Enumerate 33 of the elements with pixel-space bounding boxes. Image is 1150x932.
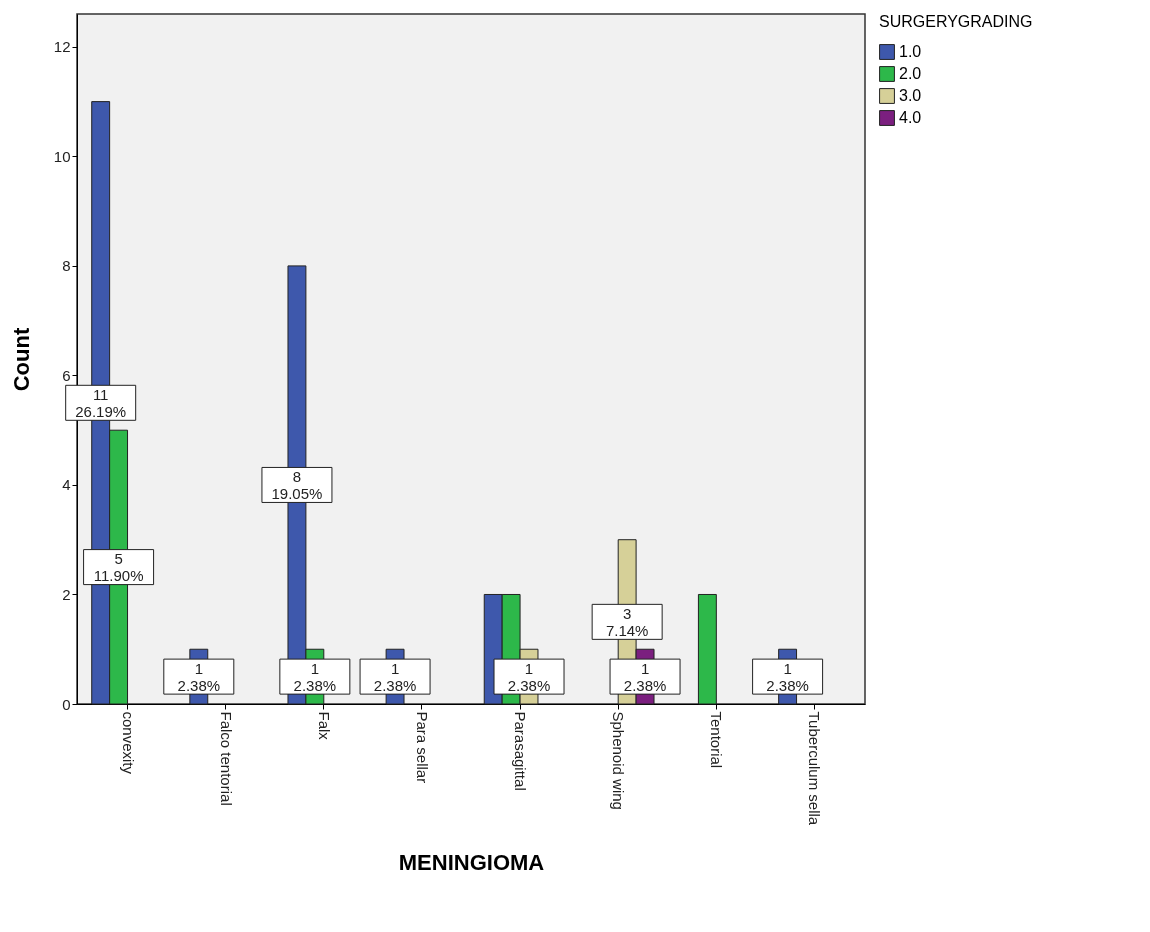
bar bbox=[697, 593, 717, 705]
y-tick-label: 0 bbox=[62, 695, 71, 713]
y-tick-label: 2 bbox=[62, 585, 71, 603]
data-label: 3 7.14% bbox=[605, 604, 649, 639]
x-tick-label: convexity bbox=[119, 711, 137, 775]
data-label: 8 19.05% bbox=[271, 467, 323, 502]
data-label: 1 2.38% bbox=[177, 659, 221, 694]
x-tick-label: Falco tentorial bbox=[217, 711, 235, 806]
x-tick-label: Tuberculum sella bbox=[806, 711, 824, 826]
x-tick-label: Sphenoid wing bbox=[610, 711, 628, 810]
x-tick-label: Tentorial bbox=[708, 711, 726, 769]
data-label: 1 2.38% bbox=[766, 659, 809, 694]
y-tick-label: 4 bbox=[62, 476, 71, 494]
legend-label: 1.0 bbox=[899, 43, 922, 60]
data-label: 1 2.38% bbox=[373, 659, 417, 694]
y-axis-title: Count bbox=[8, 327, 34, 392]
y-tick-label: 6 bbox=[62, 366, 71, 384]
y-tick-label: 10 bbox=[53, 147, 71, 165]
legend-label: 2.0 bbox=[899, 65, 922, 82]
data-label: 11 26.19% bbox=[75, 385, 127, 420]
x-tick-label: Falx bbox=[315, 711, 333, 741]
data-label: 1 2.38% bbox=[623, 659, 667, 694]
x-tick-label: Para sellar bbox=[413, 711, 431, 784]
y-tick-label: 8 bbox=[62, 257, 71, 275]
data-label: 1 2.38% bbox=[507, 659, 551, 694]
legend-label: 3.0 bbox=[899, 87, 922, 104]
x-axis-title: MENINGIOMA bbox=[398, 850, 545, 876]
data-label: 1 2.38% bbox=[293, 659, 337, 694]
legend-label: 4.0 bbox=[899, 109, 922, 126]
x-tick-label: Parasagittal bbox=[512, 711, 530, 791]
legend-title: SURGERYGRADING bbox=[879, 13, 1033, 30]
data-label: 5 11.90% bbox=[93, 550, 144, 585]
y-tick-label: 12 bbox=[53, 38, 71, 56]
